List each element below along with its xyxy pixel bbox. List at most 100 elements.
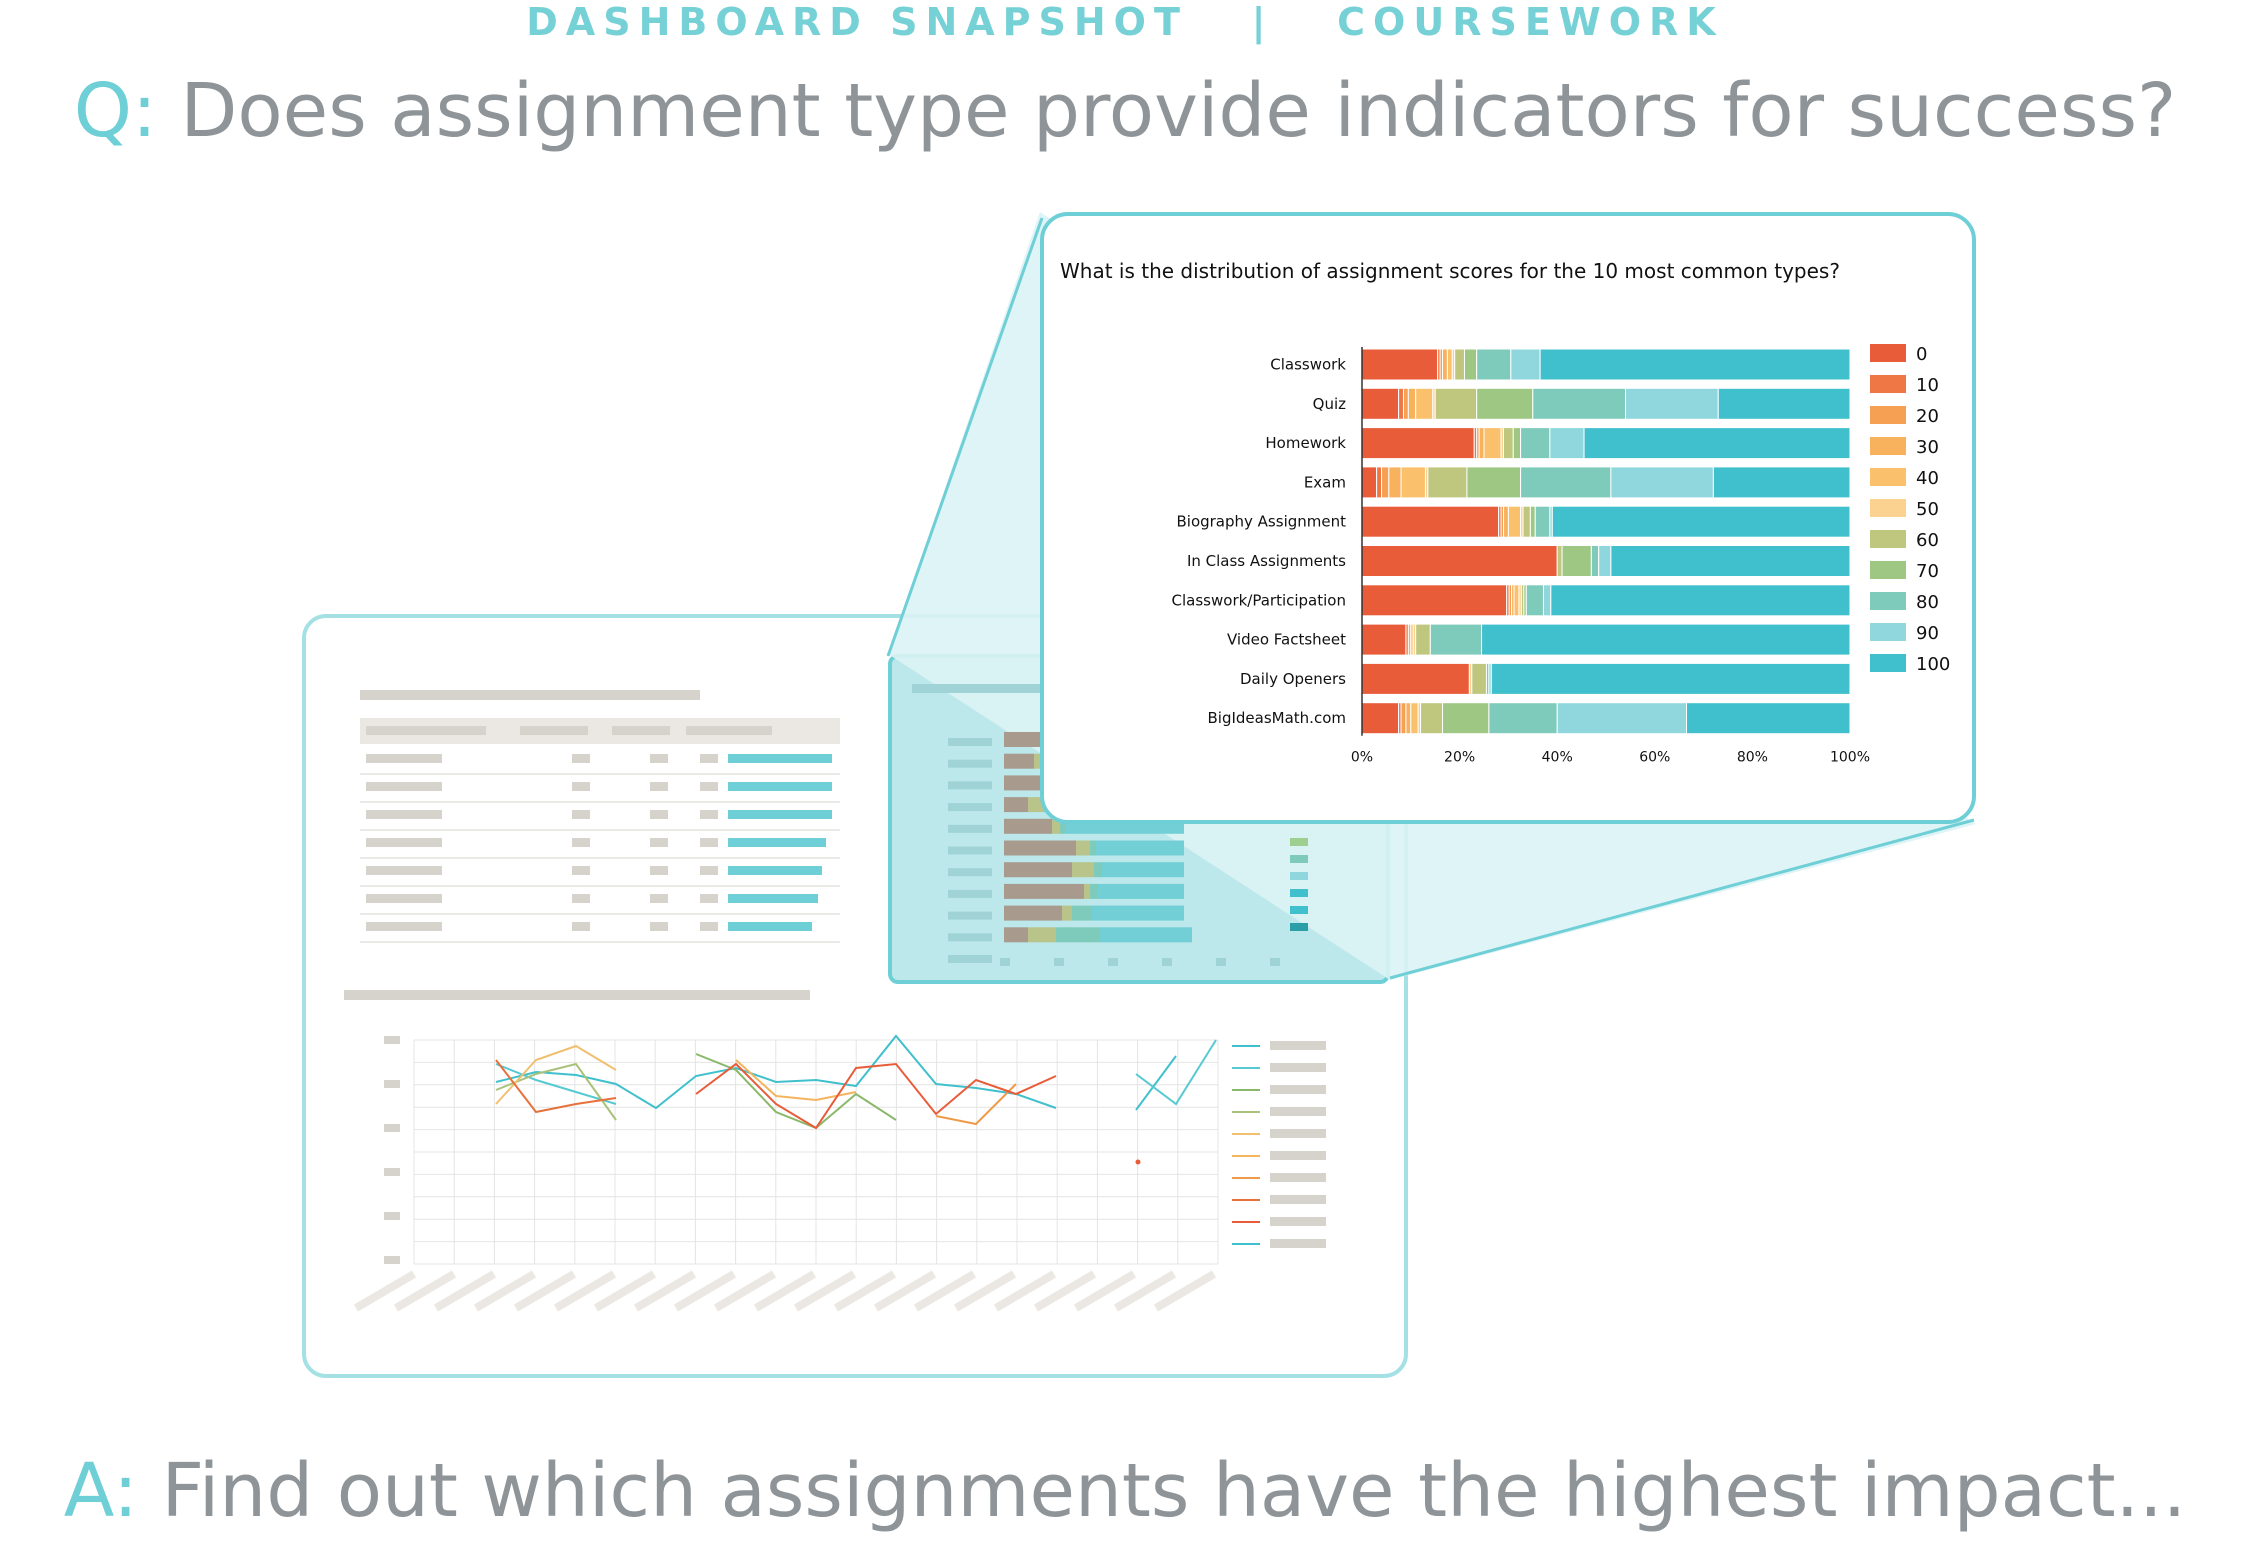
legend-label: 90	[1916, 623, 1939, 644]
legend-swatch	[1870, 406, 1906, 424]
x-tick-placeholder	[393, 1270, 457, 1312]
mini-x-tick	[1216, 958, 1226, 966]
table-cell	[650, 810, 668, 819]
x-tick-label: 20%	[1444, 750, 1475, 766]
bar-segment-30	[1388, 466, 1402, 499]
table-cell	[572, 866, 590, 875]
bar-segment-90	[1625, 387, 1719, 420]
bar-segment-40	[1483, 427, 1502, 460]
bar-segment-60	[1427, 466, 1468, 499]
bar-segment-100	[1583, 427, 1851, 460]
legend-swatch	[1870, 530, 1906, 548]
mini-bar-segment	[1084, 883, 1090, 899]
x-tick-placeholder	[873, 1270, 937, 1312]
table-header-cell	[612, 726, 670, 735]
line-series	[1135, 1039, 1217, 1106]
legend-swatch	[1870, 437, 1906, 455]
legend-label: 10	[1916, 375, 1939, 396]
table-header-cell	[686, 726, 772, 735]
mini-legend-swatch	[1290, 906, 1308, 914]
legend-placeholder	[1270, 1129, 1326, 1138]
bar-segment-90	[1510, 348, 1541, 381]
x-tick-placeholder	[433, 1270, 497, 1312]
table-cell	[572, 894, 590, 903]
bar-segment-0	[1361, 545, 1558, 577]
table-cell	[650, 838, 668, 847]
bar-segment-90	[1556, 702, 1688, 735]
bar-segment-90	[1542, 584, 1552, 617]
mini-bar-segment	[1060, 818, 1066, 834]
legend-placeholder	[1270, 1041, 1326, 1050]
mini-bar-segment	[1096, 840, 1184, 856]
mini-chart-label	[948, 846, 992, 855]
mini-bar-segment	[1028, 927, 1056, 943]
table-bar	[728, 810, 832, 819]
bar-segment-70	[1529, 505, 1536, 538]
legend-swatch	[1870, 468, 1906, 486]
x-tick-placeholder	[1153, 1270, 1217, 1312]
legend-placeholder	[1270, 1063, 1326, 1072]
bar-segment-20	[1402, 387, 1409, 420]
line-series	[695, 1062, 1057, 1130]
x-tick-placeholder	[913, 1270, 977, 1312]
y-tick-placeholder	[384, 1124, 400, 1132]
bar-segment-30	[1407, 387, 1417, 420]
mini-bar-segment	[1004, 753, 1034, 769]
y-tick-placeholder	[384, 1212, 400, 1220]
x-tick-placeholder	[833, 1270, 897, 1312]
bar-segment-40	[1507, 505, 1522, 538]
bar-segment-40	[1400, 466, 1426, 499]
category-label: In Class Assignments	[1187, 552, 1346, 570]
bar-segment-90	[1549, 427, 1585, 460]
bar-segment-20	[1400, 702, 1407, 735]
mini-bar-segment	[1004, 862, 1072, 878]
mini-bar-segment	[1004, 732, 1044, 747]
bar-segment-80	[1429, 623, 1483, 656]
table-cell	[700, 866, 718, 875]
answer-text: Find out which assignments have the high…	[138, 1448, 2187, 1534]
bar-segment-80	[1520, 427, 1551, 460]
bar-segment-100	[1539, 348, 1851, 381]
bar-segment-100	[1610, 545, 1851, 577]
category-label: Exam	[1304, 473, 1346, 491]
x-tick-placeholder	[593, 1270, 657, 1312]
mini-x-tick	[1108, 958, 1118, 966]
x-tick-placeholder	[673, 1270, 737, 1312]
legend-label: 30	[1916, 437, 1939, 458]
bar-segment-60	[1556, 545, 1563, 577]
table-cell	[700, 922, 718, 931]
table-cell	[700, 894, 718, 903]
table-cell	[700, 782, 718, 791]
mini-bar-segment	[1090, 840, 1096, 856]
bar-segment-20	[1381, 466, 1390, 499]
chart-x-axis: 0% 20% 40% 60% 80% 100%	[1351, 347, 1870, 766]
mini-x-tick	[1054, 958, 1064, 966]
legend-label: 40	[1916, 468, 1939, 489]
table-cell	[572, 782, 590, 791]
bar-segment-40	[1513, 584, 1520, 617]
legend-swatch	[1870, 561, 1906, 579]
bar-segment-70	[1476, 387, 1534, 420]
x-tick-label: 80%	[1737, 750, 1768, 766]
line-series	[495, 1044, 617, 1105]
mini-chart-label	[948, 911, 992, 920]
question-prefix: Q:	[73, 68, 157, 154]
bar-segment-80	[1476, 348, 1512, 381]
bar-segment-100	[1481, 623, 1851, 656]
table-bar	[728, 782, 832, 791]
y-tick-placeholder	[384, 1168, 400, 1176]
bar-segment-40	[1410, 702, 1419, 735]
legend-placeholder	[1270, 1107, 1326, 1116]
mini-bar-segment	[1004, 818, 1052, 834]
bar-segment-0	[1361, 505, 1500, 538]
question-text: Does assignment type provide indicators …	[156, 68, 2177, 154]
bar-segment-80	[1525, 584, 1544, 617]
bar-segment-70	[1442, 702, 1490, 735]
mini-chart-label	[948, 738, 992, 746]
category-label: Classwork	[1270, 356, 1346, 374]
legend-swatch	[1870, 375, 1906, 393]
answer-heading: A: Find out which assignments have the h…	[0, 1448, 2250, 1534]
mini-chart-label	[948, 759, 992, 768]
bar-segment-0	[1361, 427, 1475, 460]
mini-legend-swatch	[1290, 838, 1308, 846]
